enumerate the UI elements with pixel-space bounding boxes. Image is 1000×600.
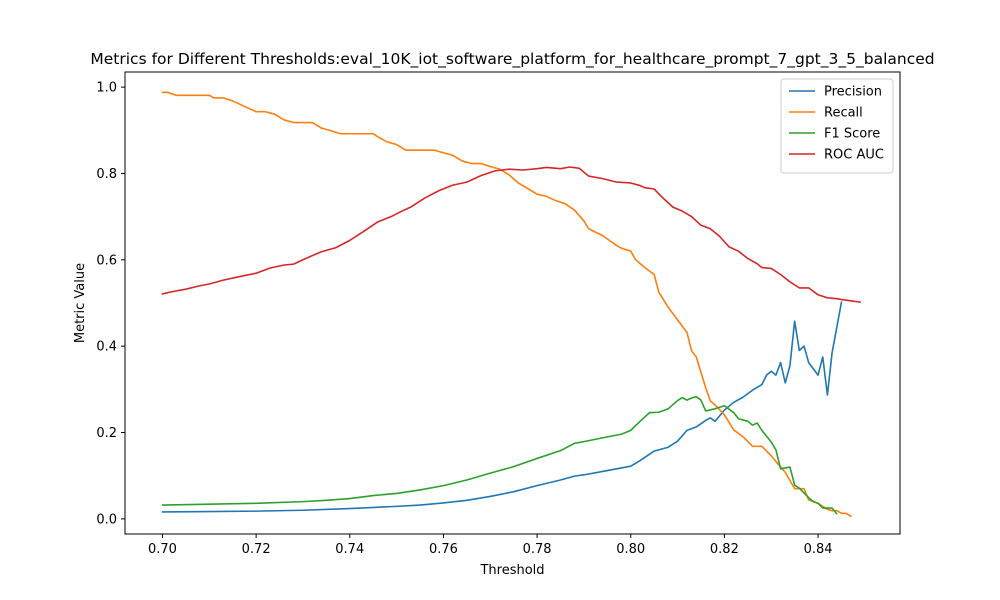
y-axis-ticks: 0.0 0.2 0.4 0.6 0.8 1.0 — [96, 81, 125, 527]
y-tick-label: 0.6 — [96, 253, 117, 268]
chart-title: Metrics for Different Thresholds:eval_10… — [90, 50, 934, 69]
x-tick-label: 0.84 — [804, 542, 833, 557]
x-tick-label: 0.78 — [523, 542, 552, 557]
x-axis-label: Threshold — [479, 563, 544, 578]
series-line-f1-score — [161, 395, 838, 515]
legend-label: Recall — [824, 106, 863, 121]
x-tick-label: 0.80 — [616, 542, 645, 557]
y-tick-label: 0.2 — [96, 426, 117, 441]
series-line-precision — [161, 301, 843, 513]
x-tick-label: 0.70 — [148, 542, 177, 557]
y-tick-label: 0.8 — [96, 167, 117, 182]
y-tick-label: 0.4 — [96, 340, 117, 355]
x-axis-ticks: 0.70 0.72 0.74 0.76 0.78 0.80 0.82 0.84 — [148, 534, 833, 557]
y-tick-label: 0.0 — [96, 512, 117, 527]
x-tick-label: 0.82 — [710, 542, 739, 557]
x-tick-label: 0.72 — [242, 542, 271, 557]
x-tick-label: 0.76 — [429, 542, 458, 557]
legend-label: ROC AUC — [824, 148, 884, 163]
series-line-recall — [161, 91, 852, 518]
y-axis-label: Metric Value — [73, 263, 88, 343]
plot-frame — [124, 71, 901, 535]
legend-box — [780, 78, 894, 174]
legend-label: Precision — [824, 85, 882, 100]
plot-lines — [161, 91, 861, 518]
legend-label: F1 Score — [824, 127, 880, 142]
x-tick-label: 0.74 — [335, 542, 364, 557]
y-tick-label: 1.0 — [96, 81, 117, 96]
chart-legend: Precision Recall F1 Score ROC AUC — [780, 78, 894, 174]
series-line-roc-auc — [161, 166, 861, 303]
